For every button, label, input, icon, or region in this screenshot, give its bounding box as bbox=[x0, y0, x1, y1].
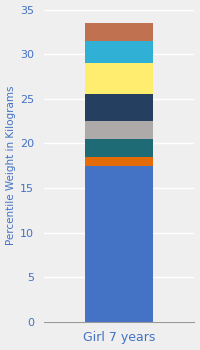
Bar bbox=[85, 166, 153, 322]
Bar bbox=[85, 121, 153, 139]
Y-axis label: Percentile Weight in Kilograms: Percentile Weight in Kilograms bbox=[6, 86, 16, 245]
Bar bbox=[85, 63, 153, 94]
Bar bbox=[85, 41, 153, 63]
Bar bbox=[85, 139, 153, 157]
Bar bbox=[85, 94, 153, 121]
Bar bbox=[85, 23, 153, 41]
Bar bbox=[85, 157, 153, 166]
